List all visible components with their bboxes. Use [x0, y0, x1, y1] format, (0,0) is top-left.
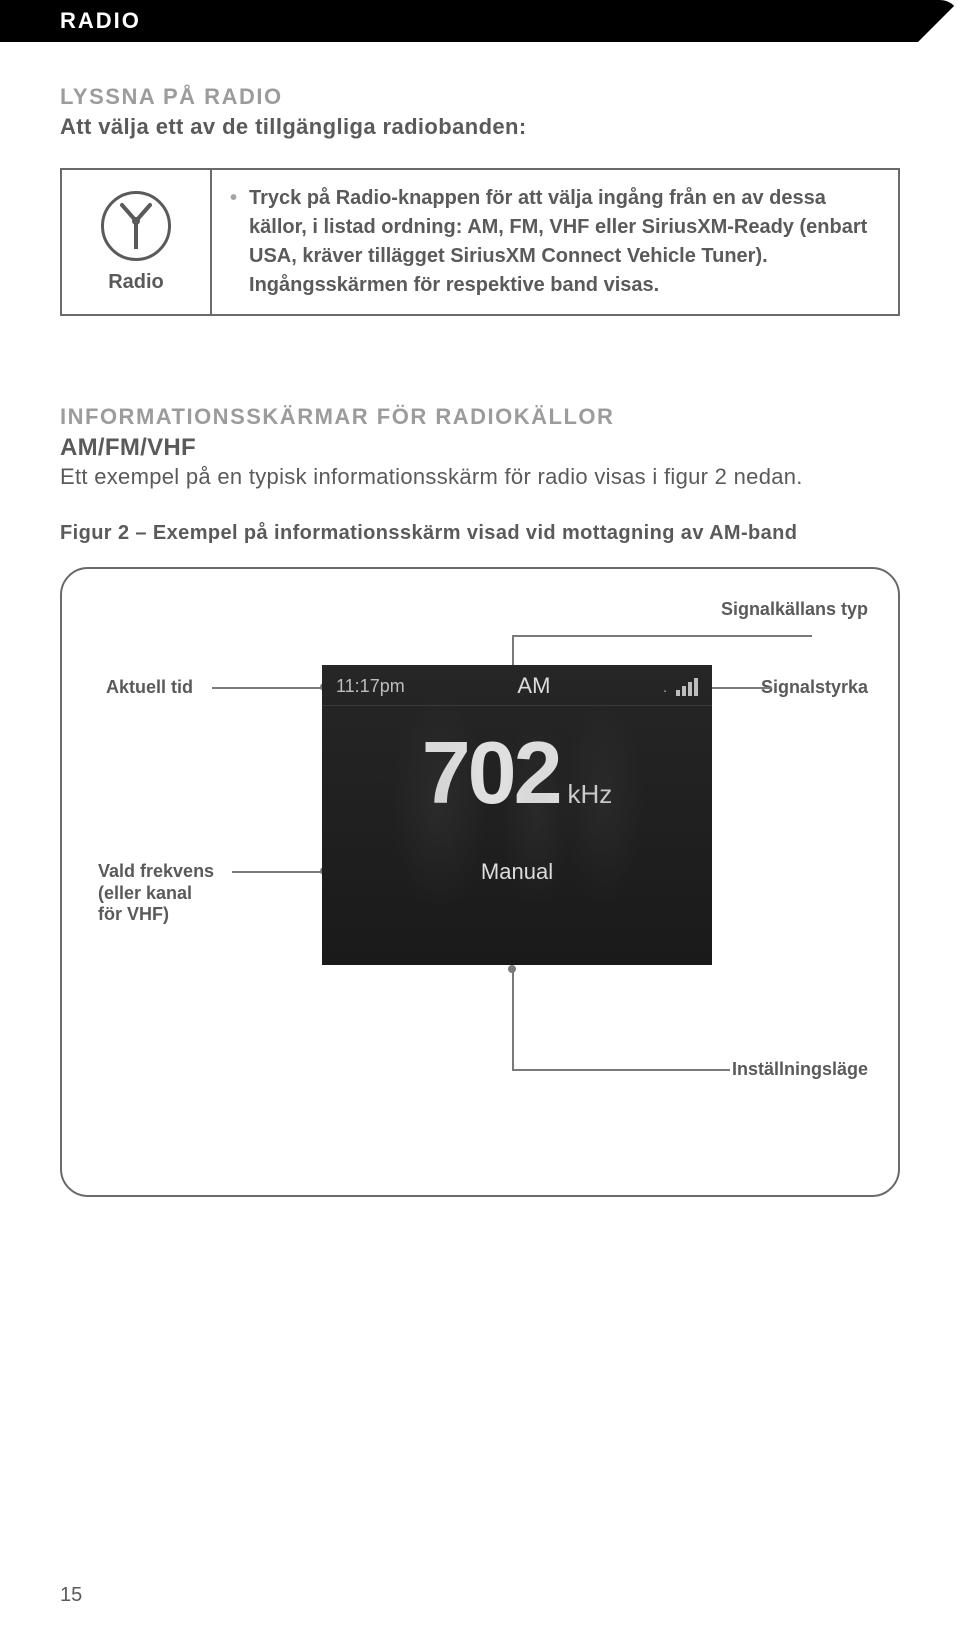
subheading-lyssna: LYSSNA PÅ RADIO — [60, 84, 900, 110]
callout-selected-freq-l1: Vald frekvens — [98, 861, 214, 883]
screen-statusbar: 11:17pm AM . — [322, 665, 712, 705]
figure-caption: Figur 2 – Exempel på informationsskärm v… — [60, 522, 900, 545]
callout-selected-freq-l3: för VHF) — [98, 904, 214, 926]
leader-line — [512, 969, 514, 1069]
screen-time: 11:17pm — [336, 676, 405, 697]
callout-current-time: Aktuell tid — [106, 677, 193, 699]
callout-signal-strength: Signalstyrka — [761, 677, 868, 699]
table-left-cell: Radio — [62, 170, 212, 314]
signal-bars-icon — [676, 678, 698, 696]
screen-unit: kHz — [568, 779, 613, 810]
radio-info-table: Radio • Tryck på Radio-knappen för att v… — [60, 168, 900, 316]
figure-2-diagram: Signalkällans typ Aktuell tid Signalstyr… — [60, 567, 900, 1197]
section-tab: RADIO — [0, 0, 960, 42]
table-right-cell: • Tryck på Radio-knappen för att välja i… — [212, 170, 898, 314]
screen-band: AM — [517, 673, 550, 699]
page-number: 15 — [60, 1584, 82, 1607]
screen-frequency: 702 — [422, 736, 560, 811]
body-text: Ett exempel på en typisk informationsskä… — [60, 464, 900, 490]
leader-line — [232, 871, 322, 873]
amfm-heading: AM/FM/VHF — [60, 434, 900, 462]
leader-line — [710, 687, 772, 689]
table-left-label: Radio — [108, 271, 164, 294]
callout-selected-freq-l2: (eller kanal — [98, 883, 214, 905]
bullet-icon: • — [230, 184, 237, 300]
lead-line: Att välja ett av de tillgängliga radioba… — [60, 114, 900, 140]
leader-line — [512, 635, 812, 637]
leader-dot — [508, 965, 516, 973]
screen-signal: . — [663, 676, 698, 697]
screen-main: 702 kHz — [322, 706, 712, 811]
radio-antenna-icon — [101, 191, 171, 261]
section-tab-label: RADIO — [60, 8, 141, 33]
callout-tuning-mode: Inställningsläge — [732, 1059, 868, 1081]
leader-line — [212, 687, 322, 689]
screen-mode: Manual — [322, 859, 712, 885]
callout-signal-type: Signalkällans typ — [721, 599, 868, 621]
table-bullet-row: • Tryck på Radio-knappen för att välja i… — [230, 184, 880, 300]
callout-selected-freq: Vald frekvens (eller kanal för VHF) — [98, 861, 214, 926]
leader-line — [512, 1069, 730, 1071]
subheading-infoskarmar: INFORMATIONSSKÄRMAR FÖR RADIOKÄLLOR — [60, 404, 900, 430]
table-bullet-text: Tryck på Radio-knappen för att välja ing… — [249, 184, 880, 300]
device-screen: 11:17pm AM . 702 kHz Manual — [322, 665, 712, 965]
